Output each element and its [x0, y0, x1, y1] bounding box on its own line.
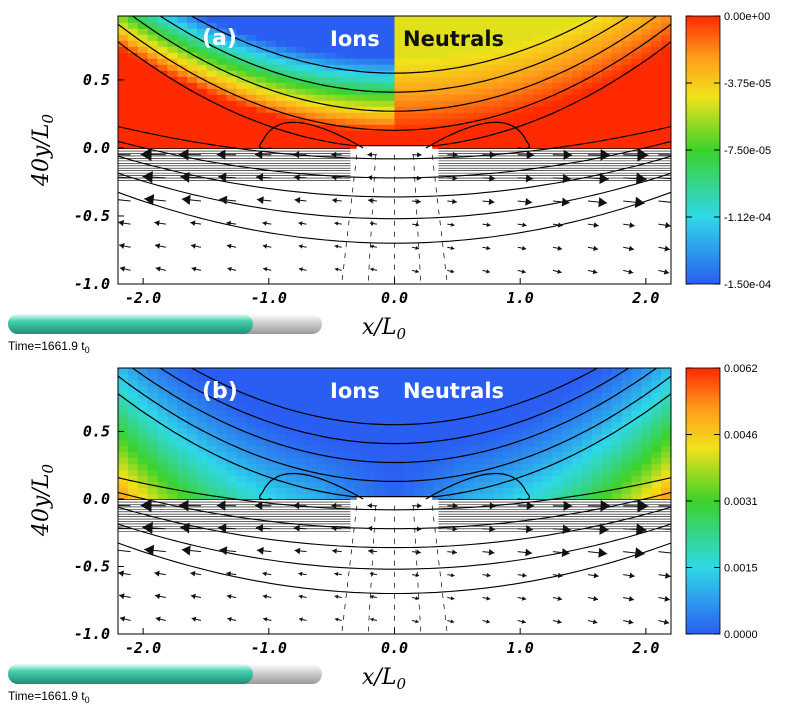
x-tick-label: 1.0	[507, 289, 534, 307]
panel-b: (b) Ions Neutrals 0.5 0.0 -0.5 -1.0 -2.0 -1.…	[8, 363, 758, 705]
x-tick-label: -1.0	[251, 289, 287, 307]
colorbar-tick-label: -7.50e-05	[724, 145, 771, 157]
x-tick-label: -2.0	[125, 289, 161, 307]
y-tick-label: 0.0	[83, 490, 110, 508]
velocity-arrows-a	[118, 147, 671, 275]
region-label-ions: Ions	[330, 379, 380, 403]
region-label-ions: Ions	[330, 27, 380, 51]
colorbar-tick-label: 0.00e+00	[724, 11, 770, 23]
x-tick-label: 2.0	[631, 639, 659, 657]
x-axis-label: x/L0	[362, 665, 406, 693]
x-tick-label: -2.0	[125, 639, 161, 657]
region-label-neutrals: Neutrals	[403, 379, 504, 403]
colorbar-tick-label: -1.50e-04	[724, 279, 771, 291]
y-tick-label: -1.0	[74, 275, 110, 293]
time-progress	[8, 664, 322, 684]
x-tick-label: 2.0	[631, 289, 659, 307]
y-tick-label: 0.0	[83, 139, 110, 157]
colorbar-tick-label: 0.0031	[724, 496, 758, 508]
time-progress	[8, 314, 322, 334]
time-label: Time=1661.9 t0	[8, 689, 90, 705]
x-tick-label: -1.0	[251, 639, 287, 657]
colorbar-tick-label: 0.0000	[724, 629, 758, 641]
x-tick-label: 0.0	[381, 289, 408, 307]
y-axis-label: 40y/L0	[29, 114, 57, 187]
velocity-arrows-b	[118, 498, 671, 625]
panel-a: (a) Ions Neutrals 0.5 0.0 -0.5 -1.0 -2.0 -1.…	[8, 11, 771, 355]
colorbar-tick-label: 0.0015	[724, 563, 758, 575]
x-tick-label: 1.0	[507, 639, 534, 657]
panel-label: (a)	[202, 26, 237, 51]
y-axis-label: 40y/L0	[29, 464, 57, 537]
colorbar-ticks-b: 0.0062 0.0046 0.0031 0.0015 0.0000	[686, 363, 758, 641]
heatmap-a	[118, 16, 671, 150]
y-tick-label: -0.5	[74, 207, 110, 225]
colorbar-tick-label: -1.12e-04	[724, 212, 771, 224]
y-ticks-b: 0.5 0.0 -0.5 -1.0	[74, 423, 124, 643]
y-tick-label: 0.5	[83, 71, 110, 89]
y-tick-label: 0.5	[83, 423, 110, 441]
colorbar-tick-label: -3.75e-05	[724, 78, 771, 90]
panel-label: (b)	[202, 379, 238, 404]
y-tick-label: -0.5	[74, 558, 110, 576]
y-ticks-a: 0.5 0.0 -0.5 -1.0	[74, 71, 124, 293]
x-ticks-a: -2.0 -1.0 0.0 1.0 2.0	[125, 278, 659, 307]
region-label-neutrals: Neutrals	[403, 27, 504, 51]
y-tick-label: -1.0	[74, 625, 110, 643]
colorbar-ticks-a: 0.00e+00 -3.75e-05 -7.50e-05 -1.12e-04 -1.50…	[686, 11, 771, 291]
streamlines-b	[118, 368, 671, 634]
time-label: Time=1661.9 t0	[8, 339, 90, 355]
colorbar-tick-label: 0.0046	[724, 430, 758, 442]
colorbar-tick-label: 0.0062	[724, 363, 758, 375]
x-tick-label: 0.0	[381, 639, 408, 657]
x-axis-label: x/L0	[362, 315, 406, 343]
x-ticks-b: -2.0 -1.0 0.0 1.0 2.0	[125, 628, 659, 657]
